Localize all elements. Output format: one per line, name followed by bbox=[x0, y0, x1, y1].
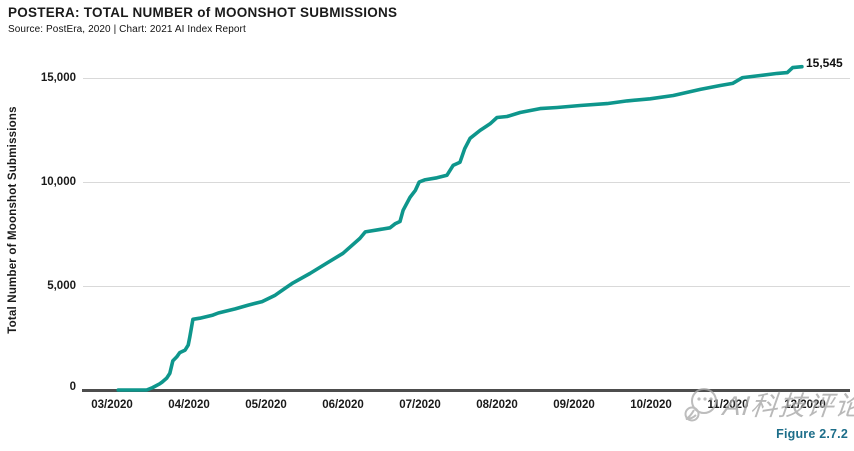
gridline-10000 bbox=[83, 182, 850, 183]
y-tick-label: 15,000 bbox=[40, 72, 76, 84]
chart-title: POSTERA: TOTAL NUMBER of MOONSHOT SUBMIS… bbox=[8, 5, 398, 20]
final-value-data-label: 15,545 bbox=[806, 56, 843, 70]
x-tick-label: 03/2020 bbox=[91, 399, 133, 411]
x-axis-line bbox=[82, 389, 850, 392]
y-tick-label: 0 bbox=[69, 381, 76, 393]
x-tick-label: 12/2020 bbox=[784, 399, 826, 411]
x-tick-label: 07/2020 bbox=[399, 399, 441, 411]
y-tick-label: 10,000 bbox=[40, 176, 76, 188]
x-tick-label: 11/2020 bbox=[707, 399, 749, 411]
x-tick-label: 10/2020 bbox=[630, 399, 672, 411]
gridline-15000 bbox=[83, 78, 850, 79]
x-tick-label: 06/2020 bbox=[322, 399, 364, 411]
x-tick-label: 04/2020 bbox=[168, 399, 210, 411]
x-tick-label: 05/2020 bbox=[245, 399, 287, 411]
y-tick-label: 5,000 bbox=[47, 280, 76, 292]
x-tick-label: 09/2020 bbox=[553, 399, 595, 411]
x-tick-label: 08/2020 bbox=[476, 399, 518, 411]
figure-number-label: Figure 2.7.2 bbox=[776, 427, 848, 441]
gridline-5000 bbox=[83, 286, 850, 287]
chart-source-credit: Source: PostEra, 2020 | Chart: 2021 AI I… bbox=[8, 24, 246, 35]
